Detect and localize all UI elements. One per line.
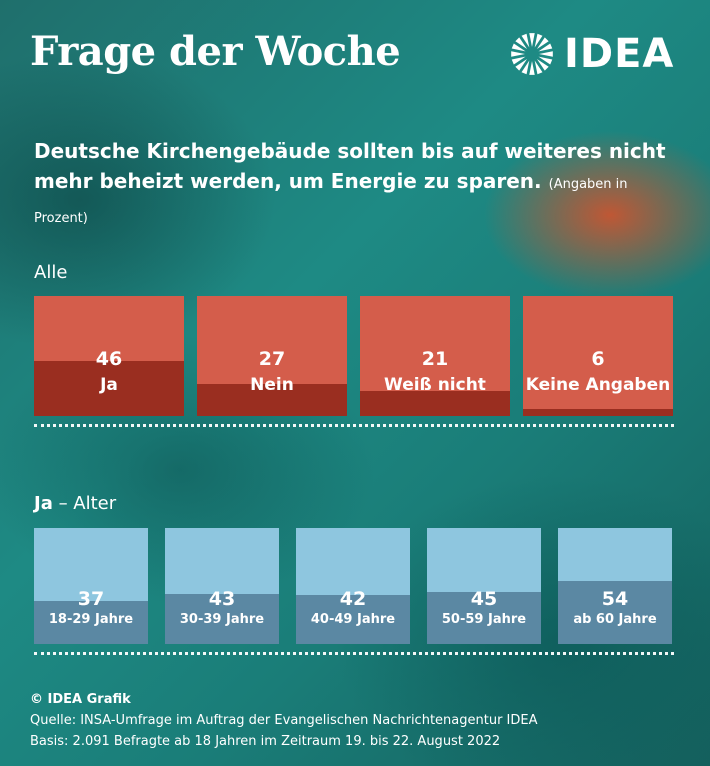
age-category-label: ab 60 Jahre: [573, 612, 657, 627]
age-category-label: 50-59 Jahre: [441, 612, 527, 627]
age-value-label: 37: [77, 588, 105, 610]
all-category-label: Nein: [250, 375, 294, 395]
idea-logo: IDEA: [510, 32, 674, 76]
age-bar-2: 43 30-39 Jahre: [165, 528, 279, 644]
dotted-divider: [34, 424, 674, 427]
all-category-label: Keine Angaben: [525, 375, 671, 395]
footer-basis: Basis: 2.091 Befragte ab 18 Jahren im Ze…: [30, 734, 501, 749]
all-bar-1: 46 Ja: [34, 296, 184, 416]
age-category-label: 18-29 Jahre: [48, 612, 134, 627]
question-note: (Angaben in Prozent): [34, 177, 628, 226]
all-bar-2: 27 Nein: [197, 296, 347, 416]
age-bar-3: 42 40-49 Jahre: [296, 528, 410, 644]
all-bar-fill: [523, 408, 673, 416]
age-bar-fill: [558, 581, 672, 644]
all-bar-fill: [197, 383, 347, 416]
all-bar-fill: [360, 390, 510, 416]
age-bar-1: 37 18-29 Jahre: [34, 528, 148, 644]
age-bar-fill: [296, 595, 410, 644]
all-bar-3: 21 Weiß nicht: [360, 296, 510, 416]
section-label-age-bold: Ja: [34, 493, 53, 514]
age-value-label: 43: [208, 588, 236, 610]
age-bar-fill: [427, 591, 541, 644]
all-category-label: Ja: [100, 375, 118, 395]
footer-source: Quelle: INSA-Umfrage im Auftrag der Evan…: [30, 713, 538, 728]
all-value-label: 46: [95, 348, 123, 370]
age-value-label: 45: [470, 588, 498, 610]
all-category-label: Weiß nicht: [384, 375, 486, 395]
age-bar-fill: [34, 601, 148, 644]
logo-text: IDEA: [564, 31, 675, 77]
age-category-label: 30-39 Jahre: [179, 612, 265, 627]
section-label-all: Alle: [34, 262, 68, 283]
dotted-divider: [34, 652, 674, 655]
all-bar-fill: [34, 360, 184, 416]
footer-credit: © IDEA Grafik: [30, 692, 131, 707]
section-label-age-rest: – Alter: [52, 493, 117, 514]
all-value-label: 27: [258, 348, 286, 370]
survey-question: Deutsche Kirchengebäude sollten bis auf …: [34, 136, 684, 234]
age-value-label: 42: [339, 588, 367, 610]
age-value-label: 54: [601, 588, 629, 610]
all-value-label: 6: [591, 348, 605, 370]
age-bar-fill: [165, 594, 279, 644]
age-bar-5: 54 ab 60 Jahre: [558, 528, 672, 644]
age-category-label: 40-49 Jahre: [310, 612, 396, 627]
section-label-age: Ja – Alter: [34, 493, 116, 514]
question-text: Deutsche Kirchengebäude sollten bis auf …: [34, 139, 666, 193]
footer: © IDEA Grafik Quelle: INSA-Umfrage im Au…: [30, 689, 538, 752]
page-title: Frage der Woche: [30, 28, 401, 75]
all-value-label: 21: [421, 348, 449, 370]
sunburst-icon: [511, 33, 553, 75]
all-bar-4: 6 Keine Angaben: [523, 296, 673, 416]
age-bar-4: 45 50-59 Jahre: [427, 528, 541, 644]
